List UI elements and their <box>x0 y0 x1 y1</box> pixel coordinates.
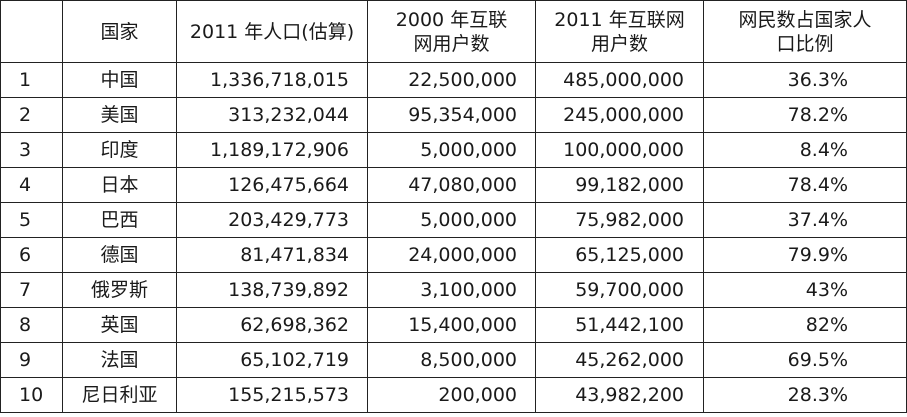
cell-users-2011: 99,182,000 <box>535 167 704 203</box>
table-row: 4 日本 126,475,664 47,080,000 99,182,000 7… <box>0 167 907 203</box>
header-users-2000-line2: 网用户数 <box>413 32 490 55</box>
header-users-2011-line1: 2011 年互联网 <box>554 8 685 31</box>
cell-users-2000: 24,000,000 <box>367 237 536 273</box>
header-rank <box>0 0 63 63</box>
table-row: 8 英国 62,698,362 15,400,000 51,442,100 82… <box>0 307 907 343</box>
cell-population: 1,189,172,906 <box>176 132 368 168</box>
cell-country: 英国 <box>62 307 177 343</box>
header-penetration: 网民数占国家人 口比例 <box>703 0 907 63</box>
table-row: 9 法国 65,102,719 8,500,000 45,262,000 69.… <box>0 342 907 378</box>
cell-users-2011: 75,982,000 <box>535 202 704 238</box>
cell-population: 155,215,573 <box>176 377 368 413</box>
cell-population: 203,429,773 <box>176 202 368 238</box>
cell-penetration: 36.3% <box>703 62 907 98</box>
cell-users-2011: 51,442,100 <box>535 307 704 343</box>
table-row: 7 俄罗斯 138,739,892 3,100,000 59,700,000 4… <box>0 272 907 308</box>
cell-rank: 6 <box>0 237 63 273</box>
table-row: 6 德国 81,471,834 24,000,000 65,125,000 79… <box>0 237 907 273</box>
cell-users-2011: 45,262,000 <box>535 342 704 378</box>
cell-country: 法国 <box>62 342 177 378</box>
cell-rank: 9 <box>0 342 63 378</box>
cell-penetration: 43% <box>703 272 907 308</box>
header-users-2011: 2011 年互联网 用户数 <box>535 0 704 63</box>
cell-penetration: 37.4% <box>703 202 907 238</box>
cell-penetration: 28.3% <box>703 377 907 413</box>
cell-penetration: 79.9% <box>703 237 907 273</box>
cell-users-2000: 200,000 <box>367 377 536 413</box>
cell-country: 日本 <box>62 167 177 203</box>
cell-rank: 8 <box>0 307 63 343</box>
cell-users-2000: 5,000,000 <box>367 202 536 238</box>
table-row: 3 印度 1,189,172,906 5,000,000 100,000,000… <box>0 132 907 168</box>
cell-users-2011: 65,125,000 <box>535 237 704 273</box>
cell-users-2000: 22,500,000 <box>367 62 536 98</box>
cell-penetration: 8.4% <box>703 132 907 168</box>
table-row: 2 美国 313,232,044 95,354,000 245,000,000 … <box>0 97 907 133</box>
cell-population: 65,102,719 <box>176 342 368 378</box>
table-body: 1 中国 1,336,718,015 22,500,000 485,000,00… <box>0 62 907 413</box>
cell-population: 1,336,718,015 <box>176 62 368 98</box>
cell-rank: 2 <box>0 97 63 133</box>
cell-users-2000: 47,080,000 <box>367 167 536 203</box>
cell-users-2011: 59,700,000 <box>535 272 704 308</box>
cell-country: 中国 <box>62 62 177 98</box>
table-row: 1 中国 1,336,718,015 22,500,000 485,000,00… <box>0 62 907 98</box>
cell-country: 印度 <box>62 132 177 168</box>
header-penetration-line1: 网民数占国家人 <box>738 8 872 31</box>
cell-users-2000: 15,400,000 <box>367 307 536 343</box>
cell-users-2011: 485,000,000 <box>535 62 704 98</box>
cell-rank: 10 <box>0 377 63 413</box>
header-users-2000-line1: 2000 年互联 <box>395 8 508 31</box>
cell-population: 313,232,044 <box>176 97 368 133</box>
cell-country: 巴西 <box>62 202 177 238</box>
cell-users-2000: 5,000,000 <box>367 132 536 168</box>
cell-rank: 5 <box>0 202 63 238</box>
cell-population: 138,739,892 <box>176 272 368 308</box>
header-row: 国家 2011 年人口(估算) 2000 年互联 网用户数 2011 年互联网 … <box>0 0 907 63</box>
cell-users-2011: 245,000,000 <box>535 97 704 133</box>
table-row: 5 巴西 203,429,773 5,000,000 75,982,000 37… <box>0 202 907 238</box>
cell-users-2011: 43,982,200 <box>535 377 704 413</box>
cell-users-2000: 8,500,000 <box>367 342 536 378</box>
cell-rank: 7 <box>0 272 63 308</box>
cell-users-2011: 100,000,000 <box>535 132 704 168</box>
cell-penetration: 78.4% <box>703 167 907 203</box>
cell-population: 126,475,664 <box>176 167 368 203</box>
cell-penetration: 82% <box>703 307 907 343</box>
cell-country: 德国 <box>62 237 177 273</box>
cell-users-2000: 3,100,000 <box>367 272 536 308</box>
header-country: 国家 <box>62 0 177 63</box>
cell-rank: 3 <box>0 132 63 168</box>
cell-rank: 1 <box>0 62 63 98</box>
header-population-2011: 2011 年人口(估算) <box>176 0 368 63</box>
cell-penetration: 69.5% <box>703 342 907 378</box>
cell-population: 81,471,834 <box>176 237 368 273</box>
cell-country: 美国 <box>62 97 177 133</box>
table-header: 国家 2011 年人口(估算) 2000 年互联 网用户数 2011 年互联网 … <box>0 0 907 63</box>
cell-country: 尼日利亚 <box>62 377 177 413</box>
cell-country: 俄罗斯 <box>62 272 177 308</box>
header-penetration-line2: 口比例 <box>776 32 834 55</box>
header-users-2011-line2: 用户数 <box>590 32 648 55</box>
table-row: 10 尼日利亚 155,215,573 200,000 43,982,200 2… <box>0 377 907 413</box>
cell-rank: 4 <box>0 167 63 203</box>
header-users-2000: 2000 年互联 网用户数 <box>367 0 536 63</box>
cell-penetration: 78.2% <box>703 97 907 133</box>
cell-population: 62,698,362 <box>176 307 368 343</box>
cell-users-2000: 95,354,000 <box>367 97 536 133</box>
